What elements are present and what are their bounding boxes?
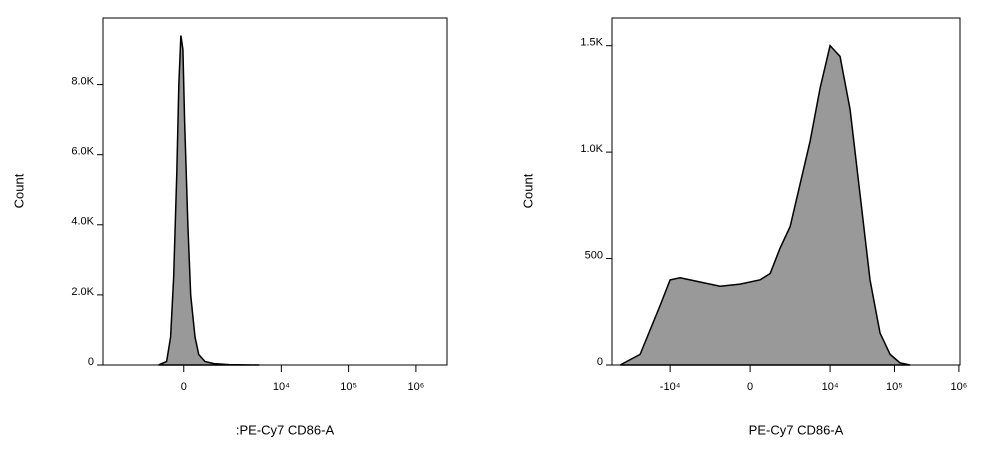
- plot-frame: [611, 17, 961, 366]
- area: [158, 35, 260, 366]
- area: [619, 44, 911, 366]
- x-axis-title: PE-Cy7 CD86-A: [749, 422, 844, 437]
- y-tick-label: 8.0K: [71, 76, 94, 88]
- x-tick-label: -10⁴: [660, 381, 681, 393]
- plot-frame: [102, 17, 448, 366]
- y-tick-label: 500: [585, 249, 603, 261]
- x-tick-label: 0: [747, 381, 753, 393]
- x-tick-label: 10⁵: [340, 381, 357, 393]
- y-tick-label: 0: [597, 356, 603, 368]
- x-tick-label: 10⁵: [886, 381, 903, 393]
- x-tick-label: 10⁶: [408, 381, 425, 393]
- y-tick-label: 2.0K: [71, 286, 94, 298]
- x-tick-label: 0: [181, 381, 187, 393]
- x-tick-label: 10⁴: [273, 381, 290, 393]
- y-tick-label: 6.0K: [71, 146, 94, 158]
- y-tick-label: 1.0K: [580, 143, 603, 155]
- x-tick-label: 10⁴: [822, 381, 839, 393]
- y-tick-label: 4.0K: [71, 216, 94, 228]
- y-axis-title: Count: [520, 173, 535, 208]
- x-axis-title: :PE-Cy7 CD86-A: [236, 422, 335, 437]
- y-tick-label: 0: [88, 356, 94, 368]
- y-tick-label: 1.5K: [580, 37, 603, 49]
- x-tick-label: 10⁶: [951, 381, 968, 393]
- y-axis-title: Count: [11, 173, 26, 208]
